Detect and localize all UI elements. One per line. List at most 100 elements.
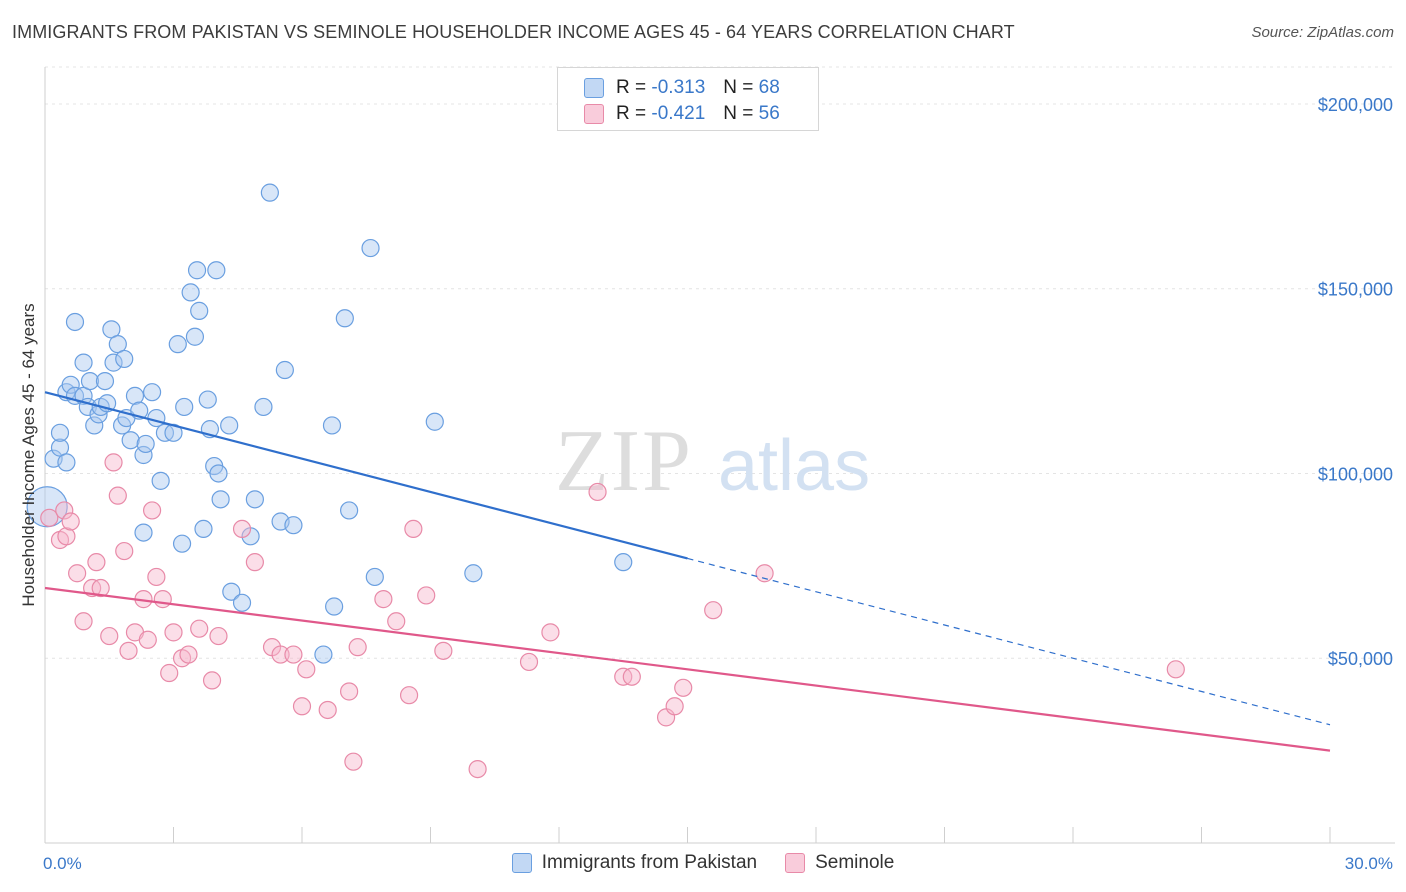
data-point: [297, 660, 316, 679]
data-point: [198, 390, 217, 409]
data-point: [434, 641, 453, 660]
data-point: [50, 423, 70, 442]
data-point: [142, 383, 162, 402]
data-point: [104, 453, 123, 472]
data-point: [181, 283, 200, 302]
data-point: [134, 523, 153, 542]
data-point: [147, 408, 166, 428]
data-point: [100, 626, 119, 646]
watermark: ZIP atlas: [555, 413, 870, 510]
data-point: [340, 501, 359, 520]
data-point: [164, 623, 183, 642]
data-point: [80, 371, 100, 391]
seminole-swatch: [785, 853, 806, 873]
pakistan-swatch: [511, 853, 532, 873]
data-point: [136, 434, 155, 454]
data-point: [222, 582, 241, 601]
data-point: [275, 360, 294, 380]
r-label: R =: [616, 77, 647, 98]
data-point: [187, 261, 207, 280]
data-point: [55, 501, 74, 520]
trend-line-pakistan: [44, 391, 688, 560]
y-axis-label: Householder Income Ages 45 - 64 years: [19, 303, 38, 606]
data-point: [365, 567, 384, 587]
data-point: [220, 416, 239, 435]
data-point: [232, 593, 252, 612]
y-tick-label: $50,000: [1328, 649, 1393, 669]
data-point: [147, 567, 166, 587]
data-point: [348, 638, 367, 657]
r-value: -0.421: [651, 103, 706, 124]
data-point: [209, 626, 228, 646]
trend-lines: [44, 391, 1331, 752]
data-point: [254, 397, 273, 417]
data-point: [209, 464, 228, 483]
stats-row-seminole: R = -0.421 N = 56: [584, 102, 780, 126]
data-point: [61, 512, 80, 531]
n-value: 68: [758, 77, 780, 98]
data-point: [399, 686, 419, 705]
x-tick-label: 30.0%: [1345, 854, 1393, 873]
data-point: [404, 519, 423, 539]
data-point: [87, 553, 106, 572]
series-legend: Immigrants from Pakistan Seminole: [0, 852, 1406, 874]
series-pakistan: [26, 183, 633, 664]
data-point: [61, 375, 80, 394]
data-point: [318, 700, 337, 720]
data-point: [115, 541, 134, 561]
data-point: [151, 471, 170, 490]
tick-labels: $50,000 $100,000 $150,000 $200,000 0.0% 30.0%: [43, 95, 1393, 873]
data-point: [665, 697, 684, 716]
seminole-swatch: [584, 104, 604, 124]
y-tick-label: $150,000: [1318, 280, 1393, 300]
data-point: [121, 431, 140, 450]
data-point: [245, 553, 264, 572]
data-point: [74, 353, 93, 372]
x-tick-label: 0.0%: [43, 854, 82, 873]
data-point: [115, 349, 134, 369]
trend-line-pakistan-extension: [687, 557, 1331, 726]
data-point: [190, 619, 209, 638]
data-point: [519, 652, 539, 672]
data-points: [26, 183, 1185, 779]
gridlines: [45, 66, 1395, 659]
data-point: [207, 261, 226, 280]
data-point: [91, 578, 110, 598]
data-point: [361, 238, 380, 258]
data-point: [211, 490, 230, 509]
n-label: N =: [723, 103, 754, 124]
data-point: [232, 519, 252, 539]
data-point: [284, 645, 303, 664]
data-point: [344, 752, 363, 771]
data-point: [57, 453, 76, 472]
data-point: [245, 490, 264, 509]
data-point: [160, 663, 179, 683]
data-point: [194, 519, 213, 539]
data-point: [284, 516, 303, 535]
data-point: [674, 678, 693, 697]
data-point: [755, 564, 774, 583]
legend-item-pakistan[interactable]: Immigrants from Pakistan: [511, 852, 757, 874]
data-point: [134, 445, 153, 465]
legend-item-seminole[interactable]: Seminole: [785, 852, 894, 874]
data-point: [588, 482, 607, 502]
chart-source: Source: ZipAtlas.com: [1251, 24, 1394, 41]
data-point: [374, 590, 393, 609]
stats-legend: R = -0.313 N = 68 R = -0.421 N = 56: [557, 67, 819, 131]
watermark-zip: ZIP: [555, 413, 693, 510]
data-point: [335, 309, 354, 328]
data-point: [1166, 660, 1185, 679]
data-point: [85, 416, 104, 435]
trend-line-seminole: [44, 586, 1331, 752]
axes: [44, 67, 1395, 844]
data-point: [704, 601, 723, 620]
y-tick-label: $200,000: [1318, 95, 1393, 115]
data-point: [468, 759, 487, 779]
watermark-atlas: atlas: [718, 426, 870, 506]
data-point: [417, 586, 436, 605]
r-label: R =: [616, 103, 647, 124]
data-point: [119, 641, 138, 660]
series-seminole: [40, 453, 1185, 779]
data-point: [40, 508, 59, 527]
